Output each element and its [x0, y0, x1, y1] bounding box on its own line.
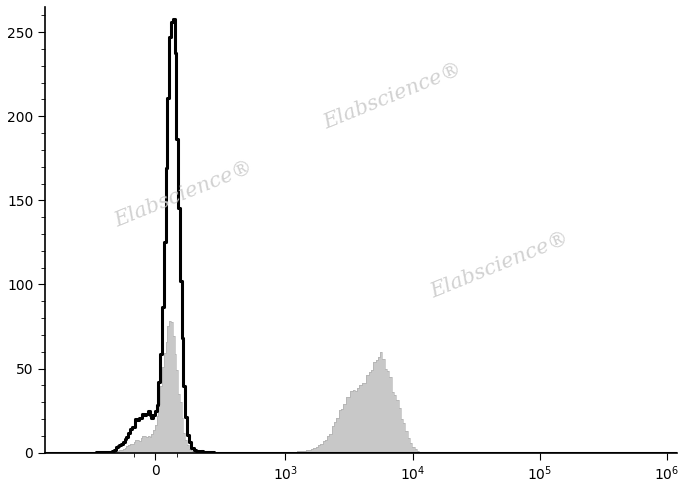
- Text: Elabscience®: Elabscience®: [321, 60, 464, 133]
- Polygon shape: [45, 321, 677, 453]
- Text: Elabscience®: Elabscience®: [112, 158, 256, 231]
- Text: Elabscience®: Elabscience®: [428, 229, 572, 302]
